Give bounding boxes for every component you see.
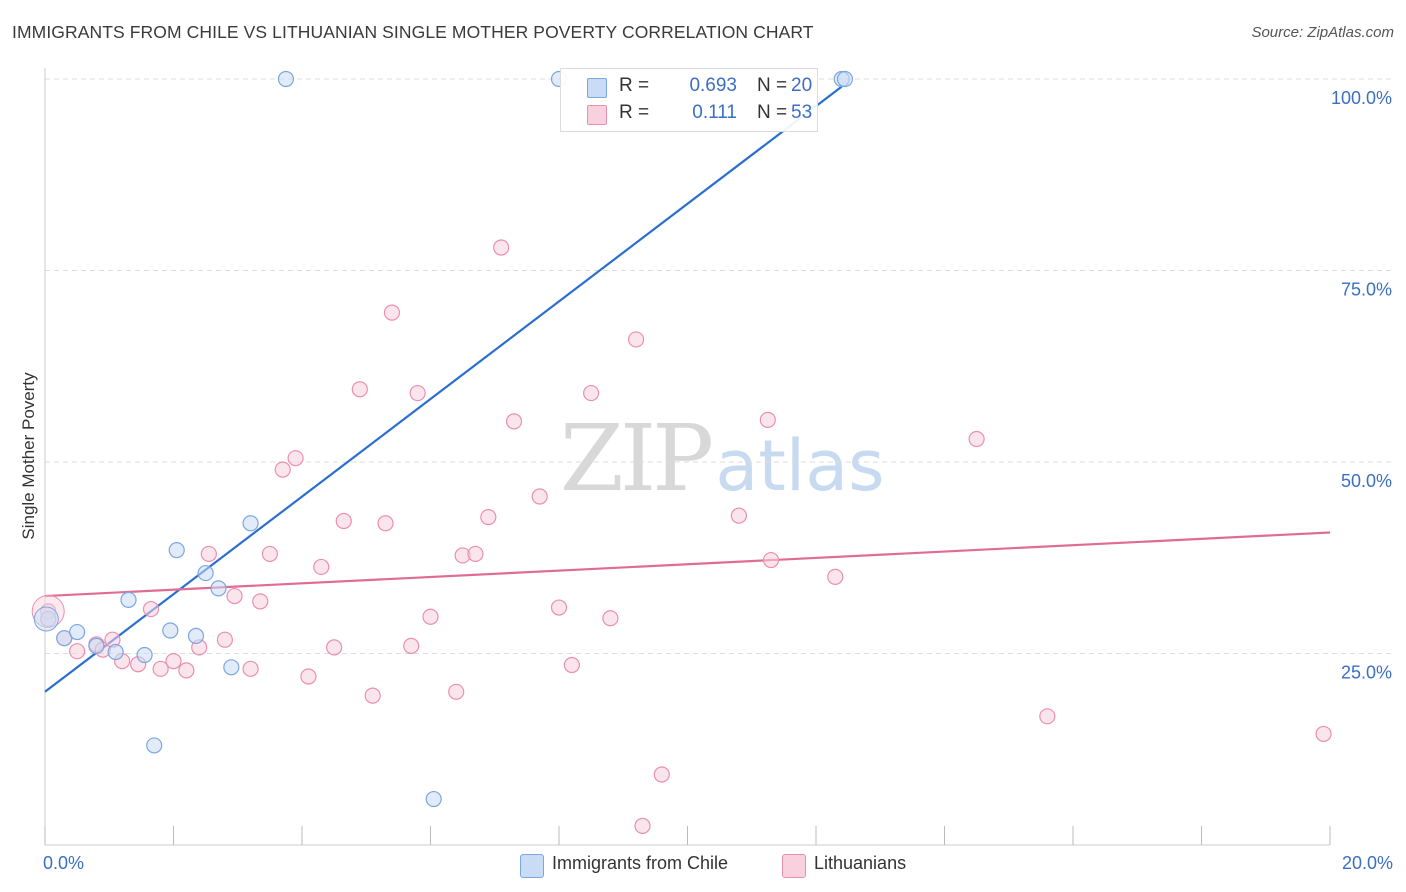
chile-legend-label: Immigrants from Chile: [552, 853, 729, 873]
chile-swatch: [587, 78, 607, 98]
lithuanians-point: [531, 488, 548, 505]
watermark-zip: ZIP: [560, 405, 711, 512]
lithuanians-point: [968, 430, 985, 448]
chile-point: [425, 790, 442, 808]
lithuanians-point: [403, 637, 420, 654]
lithuanians-point: [216, 631, 233, 648]
n-label: N =: [757, 75, 788, 96]
chile-point: [210, 580, 227, 597]
y-tick-label: 25.0%: [1341, 663, 1392, 683]
lithuanians-point: [730, 507, 748, 524]
chile-point: [146, 737, 163, 754]
lithuanians-point: [300, 668, 317, 685]
lithuanians-point: [200, 545, 217, 563]
chile-point: [56, 630, 73, 647]
lithuanians-point: [226, 587, 243, 605]
axes: 25.0% 50.0% 75.0% 100.0% 0.0% 20.0%: [43, 68, 1393, 873]
y-tick-label: 100.0%: [1331, 88, 1392, 108]
chile-trend-line: [44, 85, 843, 693]
gridlines: [45, 78, 1392, 654]
lithuanians-point: [178, 662, 195, 679]
lithuanians-point: [351, 381, 368, 398]
stats-legend: R = 0.693 N = 20 R = 0.111 N = 53: [560, 68, 818, 132]
lithuanians-trend-line: [44, 531, 1331, 598]
lithuanians-point: [1039, 708, 1056, 725]
chile-point: [277, 70, 295, 88]
x-tick-label: 20.0%: [1342, 853, 1393, 873]
x-tick-label: 0.0%: [43, 853, 84, 873]
r-label: R =: [619, 102, 650, 123]
y-tick-label: 75.0%: [1341, 280, 1392, 300]
y-tick-label: 50.0%: [1341, 471, 1392, 491]
lithuanians-point: [69, 643, 86, 660]
lithuanians-point: [274, 461, 291, 478]
n-value: 20: [791, 75, 813, 96]
lithuanians-point: [493, 239, 510, 256]
lithuanians-point: [505, 413, 523, 430]
lithuanians-point: [252, 593, 269, 610]
chart-title: IMMIGRANTS FROM CHILE VS LITHUANIAN SING…: [12, 22, 814, 42]
chile-point: [168, 541, 185, 559]
chile-point: [836, 70, 854, 88]
chile-point: [242, 515, 259, 532]
n-value: 53: [791, 102, 813, 123]
lithuanians-point: [653, 766, 670, 783]
lithuanians-point: [152, 660, 169, 677]
r-value: 0.693: [689, 75, 737, 96]
lithuanians-point: [480, 509, 497, 526]
lithuanians-point: [142, 600, 160, 618]
r-label: R =: [619, 75, 650, 96]
lithuanians-point: [762, 551, 780, 569]
lithuanians-point: [165, 653, 182, 670]
lithuanians-point: [335, 512, 352, 530]
lithuanians-point: [602, 610, 619, 627]
trend-lines: [44, 85, 1331, 693]
chile-point: [69, 623, 86, 641]
lithuanians-point: [422, 608, 439, 625]
lithuanians-point: [383, 304, 401, 321]
lithuanians-point: [377, 515, 394, 532]
lithuanians-point: [261, 545, 278, 563]
lithuanians-point: [563, 656, 580, 674]
lithuanians-point: [627, 331, 645, 348]
chile-legend-swatch: [520, 854, 544, 878]
chile-point: [197, 564, 214, 582]
chile-point: [136, 646, 153, 664]
lithuanians-point: [287, 450, 304, 467]
lithuanians-point: [759, 411, 776, 428]
chile-point: [88, 637, 105, 654]
lithuanians-point: [583, 384, 600, 402]
lithuanians-point: [242, 660, 259, 677]
chile-point: [223, 659, 240, 676]
lithuanians-point: [313, 558, 330, 576]
lithuanians-point: [827, 568, 844, 586]
lithuanians-point: [364, 687, 381, 704]
lithuanians-point: [550, 599, 568, 616]
lithuanians-point: [1315, 725, 1332, 743]
chile-point: [187, 627, 205, 644]
chile-point: [107, 643, 124, 661]
chile-point-large: [33, 606, 59, 632]
watermark-atlas: atlas: [715, 425, 884, 507]
watermark: ZIP atlas: [560, 405, 885, 512]
lithuanians-point: [634, 817, 651, 834]
lithuanians-point: [326, 639, 343, 656]
lithuanians-point: [448, 683, 465, 700]
source-label: Source: ZipAtlas.com: [1251, 24, 1394, 41]
lithuanians-point: [467, 545, 484, 563]
lithuanians-swatch: [587, 105, 607, 125]
n-label: N =: [757, 102, 788, 123]
y-axis-label-group: Single Mother Poverty: [19, 372, 38, 540]
lithuanians-point: [409, 384, 426, 402]
chile-point: [120, 591, 137, 608]
lithuanians-legend-label: Lithuanians: [814, 853, 907, 873]
lithuanians-legend-swatch: [782, 854, 806, 878]
r-value: 0.111: [692, 102, 737, 123]
data-points: [31, 70, 1332, 834]
chile-point: [162, 622, 179, 639]
y-axis-label: Single Mother Poverty: [19, 372, 38, 540]
